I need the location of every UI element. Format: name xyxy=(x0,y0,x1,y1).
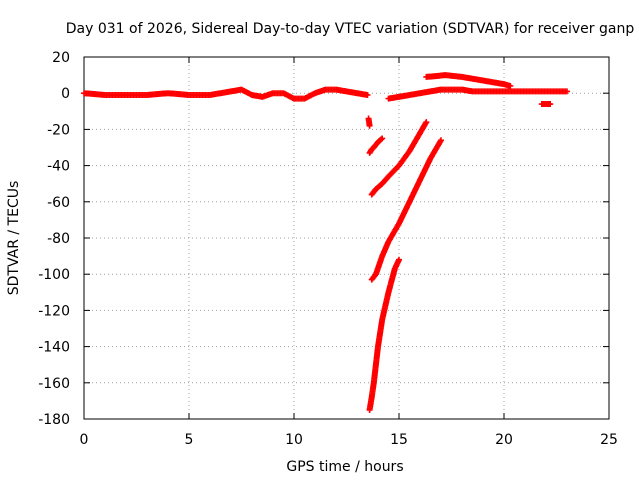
x-axis-label: GPS time / hours xyxy=(286,459,403,475)
data-point xyxy=(507,82,514,89)
data-point xyxy=(378,136,385,143)
x-tick-label: 0 xyxy=(80,432,89,448)
series-late-offset xyxy=(538,101,554,108)
data-point xyxy=(423,119,430,126)
data-point xyxy=(364,92,371,99)
tick-labels: 0 5 10 15 20 25 20 0 -20 -40 -60 -80 -100 -120 -140 -16… xyxy=(38,50,618,448)
y-tick-label: -60 xyxy=(47,195,70,211)
y-tick-label: -180 xyxy=(38,412,70,428)
x-tick-label: 20 xyxy=(495,432,513,448)
series-upper-arc xyxy=(423,72,514,89)
x-tick-label: 15 xyxy=(390,432,408,448)
data-point xyxy=(379,135,386,142)
series-baseline-early xyxy=(81,86,371,102)
y-tick-label: -120 xyxy=(38,303,70,319)
x-tick-label: 10 xyxy=(285,432,303,448)
y-tick-label: -20 xyxy=(47,122,70,138)
x-tick-label: 25 xyxy=(600,432,618,448)
y-tick-label: 20 xyxy=(52,50,70,66)
series-dip-3 xyxy=(368,137,444,283)
y-tick-label: -80 xyxy=(47,231,70,247)
y-axis-label: SDTVAR / TECUs xyxy=(6,181,22,296)
y-tick-label: -40 xyxy=(47,159,70,175)
series-dip-2 xyxy=(368,119,430,198)
series-dip-1 xyxy=(366,135,386,156)
y-tick-label: 0 xyxy=(61,86,70,102)
x-tick-label: 5 xyxy=(185,432,194,448)
y-tick-label: -100 xyxy=(38,267,70,283)
data-point xyxy=(547,101,554,108)
series-dip-4 xyxy=(366,256,402,413)
data-point xyxy=(438,137,444,144)
data-point xyxy=(564,88,570,95)
series-recovery xyxy=(385,86,570,102)
y-tick-label: -140 xyxy=(38,340,70,356)
plot-frame xyxy=(83,56,610,420)
y-tick-label: -160 xyxy=(38,376,70,392)
data-point xyxy=(366,122,373,129)
data-point xyxy=(396,256,402,263)
chart-title: Day 031 of 2026, Sidereal Day-to-day VTE… xyxy=(66,21,635,37)
series-drop-small xyxy=(365,115,373,129)
data-series xyxy=(81,72,570,413)
grid-lines xyxy=(84,57,609,419)
